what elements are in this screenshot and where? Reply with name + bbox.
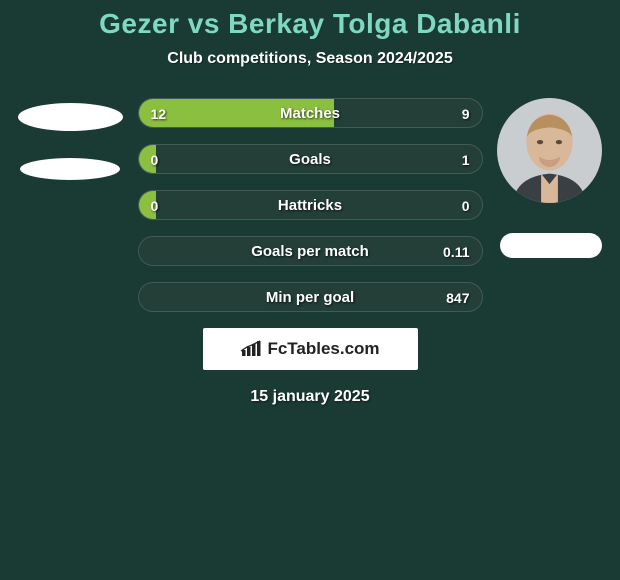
page-title: Gezer vs Berkay Tolga Dabanli bbox=[0, 0, 620, 40]
stat-row: 0Hattricks0 bbox=[138, 190, 483, 220]
player-right-flag bbox=[500, 233, 602, 258]
player-photo-icon bbox=[497, 98, 602, 203]
player-right-avatar bbox=[497, 98, 602, 203]
stat-row: Goals per match0.11 bbox=[138, 236, 483, 266]
subtitle: Club competitions, Season 2024/2025 bbox=[0, 50, 620, 68]
avatar-placeholder-icon bbox=[20, 158, 120, 180]
chart-icon bbox=[240, 340, 262, 358]
comparison-infographic: Gezer vs Berkay Tolga Dabanli Club compe… bbox=[0, 0, 620, 580]
stat-label: Hattricks bbox=[139, 191, 482, 220]
stat-row: 0Goals1 bbox=[138, 144, 483, 174]
stat-right-value: 0 bbox=[462, 191, 470, 220]
stat-right-value: 9 bbox=[462, 99, 470, 128]
stat-right-value: 847 bbox=[446, 283, 469, 312]
stat-right-value: 0.11 bbox=[443, 237, 469, 266]
stat-row: Min per goal847 bbox=[138, 282, 483, 312]
stat-label: Goals bbox=[139, 145, 482, 174]
avatar-placeholder-icon bbox=[18, 103, 123, 131]
stat-bars: 12Matches90Goals10Hattricks0Goals per ma… bbox=[138, 98, 483, 312]
logo-badge: FcTables.com bbox=[203, 328, 418, 370]
stat-label: Matches bbox=[139, 99, 482, 128]
logo-text: FcTables.com bbox=[267, 339, 379, 359]
date-label: 15 january 2025 bbox=[0, 388, 620, 406]
stat-label: Goals per match bbox=[139, 237, 482, 266]
stat-right-value: 1 bbox=[462, 145, 470, 174]
stats-area: 12Matches90Goals10Hattricks0Goals per ma… bbox=[0, 98, 620, 312]
stat-row: 12Matches9 bbox=[138, 98, 483, 128]
stat-label: Min per goal bbox=[139, 283, 482, 312]
player-left-avatar bbox=[18, 98, 123, 203]
